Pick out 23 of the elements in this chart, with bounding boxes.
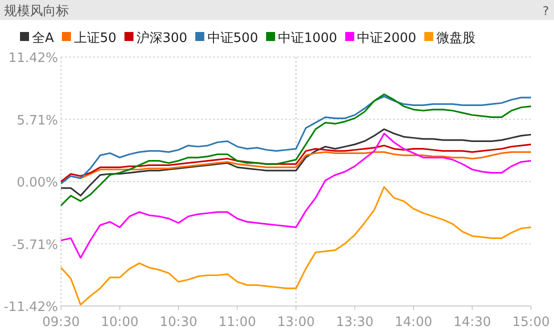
x-tick-label: 14:30 [454, 315, 491, 330]
x-tick-label: 14:00 [394, 315, 432, 330]
chart-title: 规模风向标 [4, 4, 69, 19]
legend-label: 微盘股 [436, 31, 476, 46]
legend-label: 中证1000 [278, 31, 338, 46]
y-tick-label: -11.42% [4, 300, 58, 315]
x-tick-label: 13:00 [277, 315, 315, 330]
legend-label: 上证50 [74, 31, 116, 46]
x-tick-label: 10:00 [101, 315, 138, 330]
legend-label: 沪深300 [136, 30, 188, 46]
x-tick-label: 09:30 [42, 315, 80, 330]
x-tick-label: 15:00 [512, 315, 550, 330]
text: ? [542, 4, 549, 18]
legend-label: 中证2000 [357, 31, 416, 46]
y-tick-label: 5.71% [16, 113, 58, 128]
y-tick-label: 11.42% [8, 51, 58, 66]
legend-label: 中证500 [207, 31, 258, 46]
x-tick-label: 10:30 [160, 315, 198, 330]
y-tick-label: -5.71% [12, 238, 58, 253]
x-tick-label: 11:00 [218, 315, 256, 330]
legend-label: 全A [32, 31, 54, 46]
x-tick-label: 13:30 [336, 315, 374, 330]
y-tick-label: 0.00% [16, 176, 58, 190]
